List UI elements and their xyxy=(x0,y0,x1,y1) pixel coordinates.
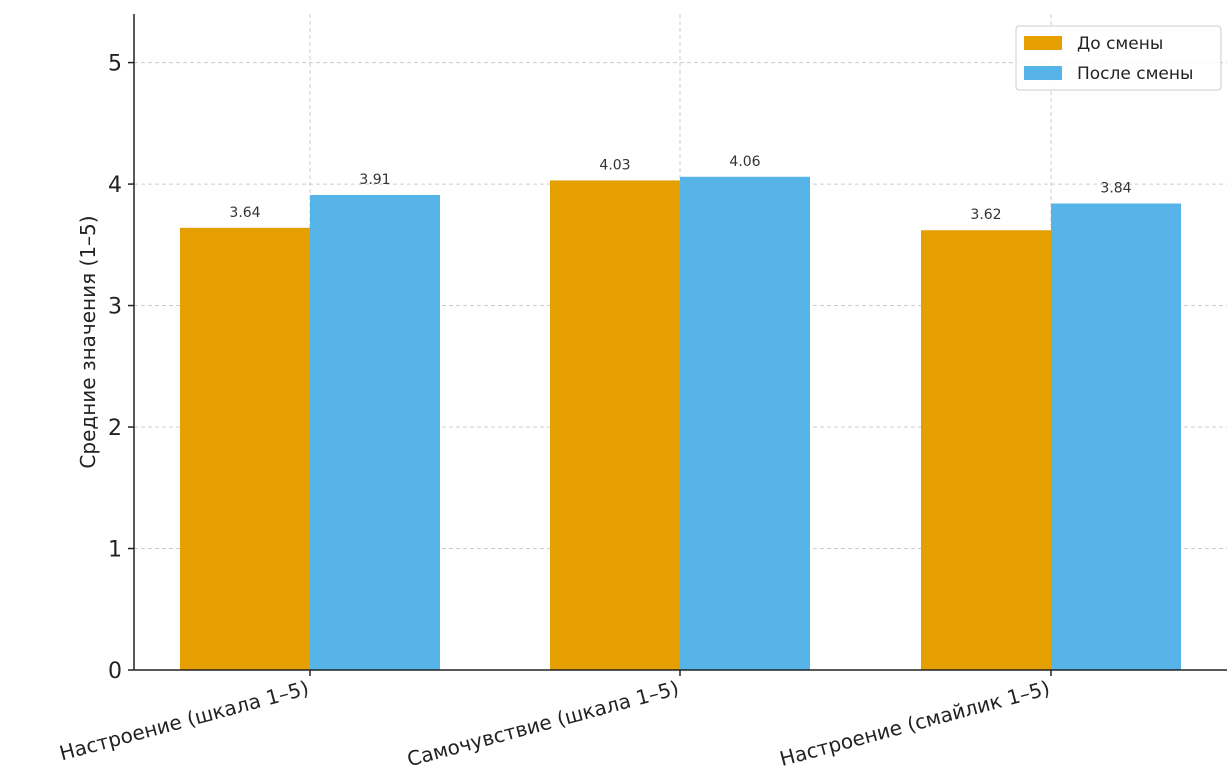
data-label-s1-c2: 3.84 xyxy=(1100,181,1131,197)
bar-s0-c2 xyxy=(921,230,1051,670)
data-label-s0-c1: 4.03 xyxy=(599,157,630,173)
legend-frame xyxy=(1015,25,1222,91)
bar-s0-c0 xyxy=(180,227,310,670)
x-tick-label-0: Настроение (шкала 1–5) xyxy=(57,676,311,766)
data-label-s1-c1: 4.06 xyxy=(729,154,760,170)
y-tick-label-2: 2 xyxy=(108,416,122,441)
legend-swatch-0 xyxy=(1024,36,1062,50)
x-tick-label-1: Самочувствие (шкала 1–5) xyxy=(404,676,681,772)
legend-label-0: До смены xyxy=(1077,34,1163,54)
x-ticks-layer: Настроение (шкала 1–5) Самочувствие (шкал… xyxy=(57,670,1052,771)
legend-swatch-1 xyxy=(1024,66,1062,80)
y-tick-label-1: 1 xyxy=(108,538,122,563)
bar-s1-c2 xyxy=(1051,203,1181,670)
bar-s1-c1 xyxy=(680,176,810,670)
y-tick-label-3: 3 xyxy=(108,295,122,320)
data-label-s0-c2: 3.62 xyxy=(970,207,1001,223)
data-labels-layer: 3.64 4.03 3.62 3.91 4.06 3.84 xyxy=(229,154,1131,223)
data-label-s0-c0: 3.64 xyxy=(229,205,260,221)
y-tick-label-0: 0 xyxy=(108,659,122,684)
bars-layer xyxy=(180,176,1181,671)
y-ticks-layer: 0 1 2 3 4 5 xyxy=(108,52,134,684)
legend-label-1: После смены xyxy=(1077,64,1193,84)
y-axis-title: Средние значения (1–5) xyxy=(76,215,100,468)
data-label-s1-c0: 3.91 xyxy=(359,172,390,188)
legend: До смены После смены xyxy=(1015,25,1222,91)
x-tick-label-2: Настроение (смайлик 1–5) xyxy=(777,676,1052,771)
y-tick-label-4: 4 xyxy=(108,173,122,198)
y-tick-label-5: 5 xyxy=(108,52,122,77)
bar-s1-c0 xyxy=(310,195,440,671)
bar-s0-c1 xyxy=(550,180,680,670)
